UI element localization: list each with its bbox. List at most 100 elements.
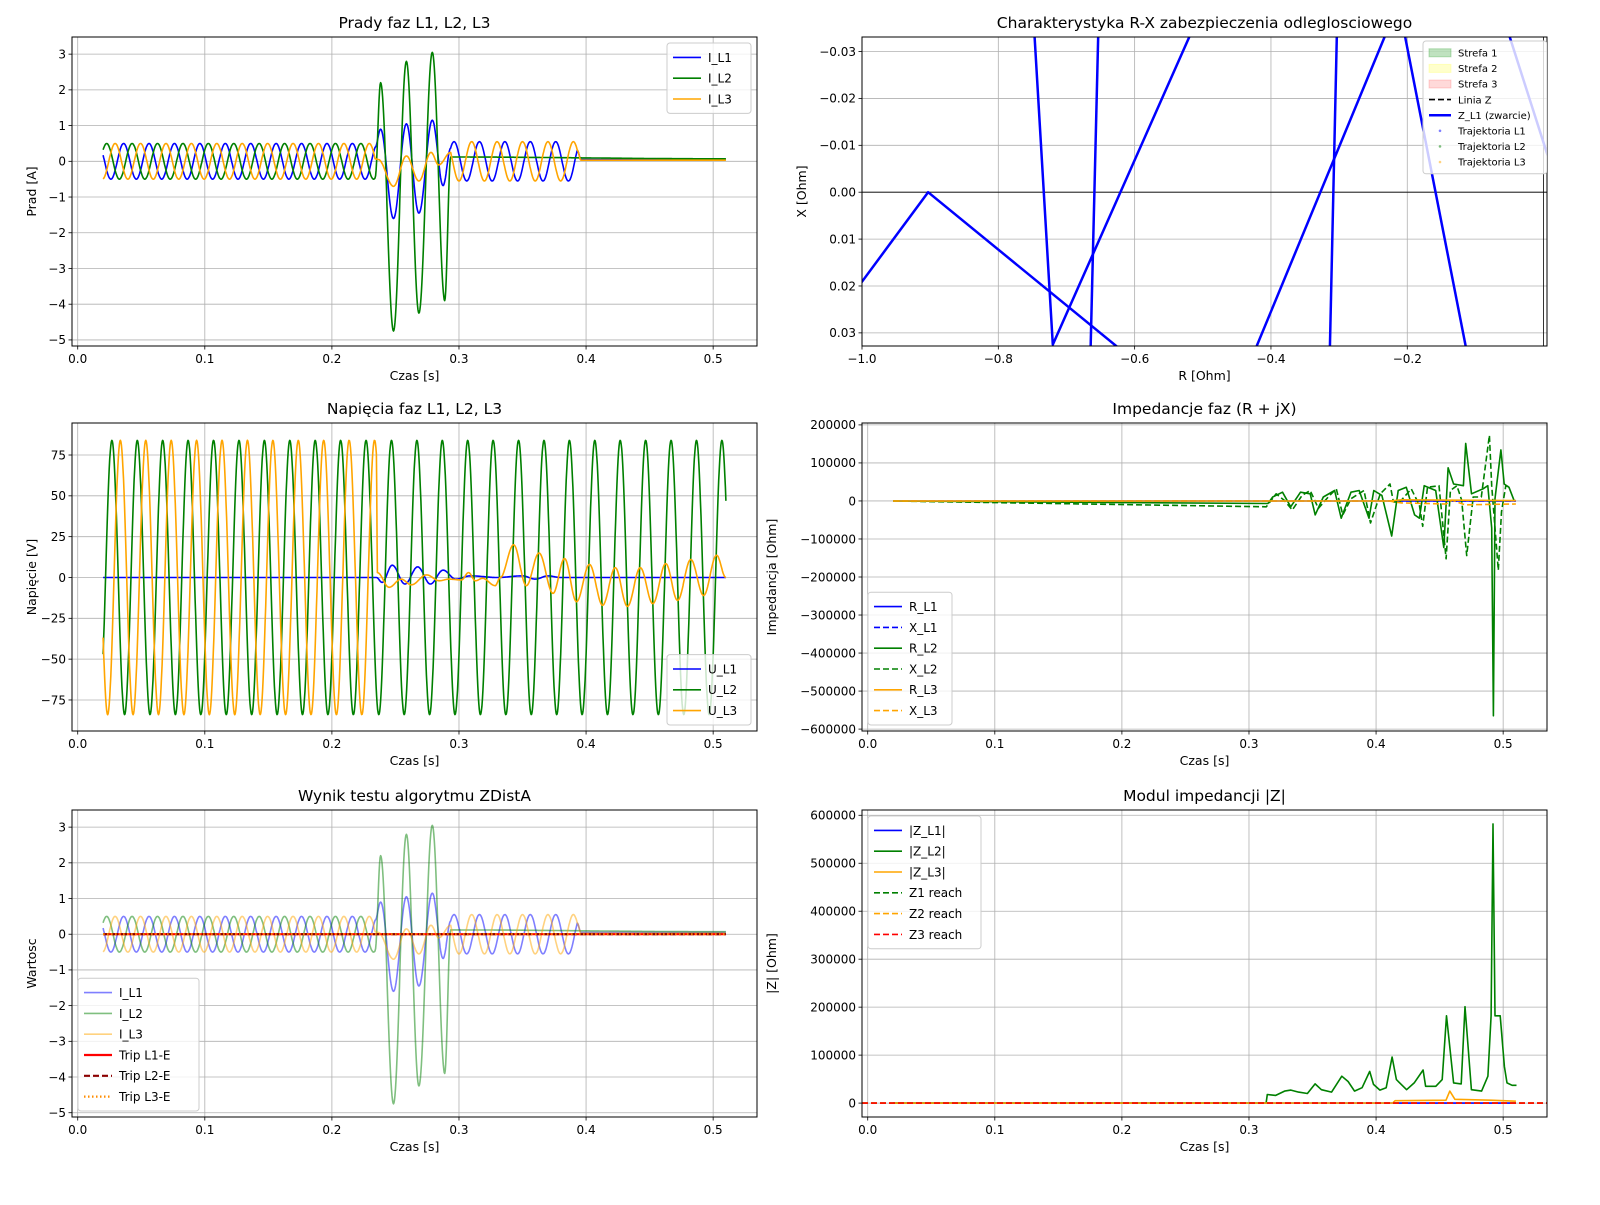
series-line-x-l2 (893, 434, 1511, 572)
legend-handle-trajektoria-l3 (1438, 160, 1442, 164)
series-line-i-l2 (102, 51, 727, 332)
chart-title: Napięcia faz L1, L2, L3 (327, 400, 502, 418)
legend-label: X_L2 (909, 662, 938, 676)
series-line-z-l1-zwarcie- (1033, 37, 1191, 346)
x-tick-label: 0.0 (858, 1123, 877, 1137)
x-tick-label: 0.2 (322, 737, 341, 751)
x-tick-label: 0.2 (322, 1123, 341, 1137)
y-tick-label: −2 (48, 999, 66, 1013)
x-tick-label: −0.8 (984, 352, 1013, 366)
y-tick-label: 0.02 (829, 279, 856, 293)
legend: |Z_L1| |Z_L2| |Z_L3| Z1 reach Z2 reach Z3 rea… (867, 815, 982, 950)
y-tick-label: −50 (41, 652, 66, 666)
series-group (893, 434, 1516, 717)
legend-label: |Z_L2| (909, 845, 946, 859)
series-line-r-l2 (893, 442, 1515, 717)
legend-label: Strefa 2 (1458, 64, 1498, 75)
y-tick-label: 3 (58, 47, 66, 61)
x-tick-label: 0.1 (985, 737, 1004, 751)
y-tick-label: 200000 (810, 1000, 856, 1014)
y-tick-label: −4 (48, 1070, 66, 1084)
x-tick-label: 0.5 (704, 737, 723, 751)
y-tick-label: −1 (48, 190, 66, 204)
legend-label: I_L2 (119, 1007, 143, 1021)
y-axis-label: Impedancja [Ohm] (764, 519, 779, 636)
y-tick-label: −300000 (800, 608, 856, 622)
legend-handle-strefa-3 (1428, 79, 1452, 89)
axes-frame (71, 809, 758, 1118)
x-axis-label: Czas [s] (1180, 1139, 1230, 1154)
legend-handle-trajektoria-l2 (1438, 145, 1442, 148)
chart-title: Impedancje faz (R + jX) (1112, 400, 1296, 418)
legend-box (666, 654, 752, 726)
y-tick-label: 300000 (810, 952, 856, 966)
chart-title: Wynik testu algorytmu ZDistA (298, 787, 531, 805)
legend-label: U_L1 (708, 662, 737, 676)
legend-box (666, 42, 752, 114)
x-axis-label: Czas [s] (390, 1139, 440, 1154)
legend-label: Linia Z (1458, 95, 1492, 106)
legend-label: Z_L1 (zwarcie) (1458, 111, 1531, 122)
y-tick-label: 0 (58, 571, 66, 585)
y-tick-label: 50 (51, 489, 66, 503)
series-line-i-l2 (102, 824, 727, 1105)
legend: Strefa 1 Strefa 2 Strefa 3 Linia Z Z_L1 (zwa… (1422, 40, 1547, 175)
legend-label: R_L2 (909, 642, 938, 656)
series-line-z-l1-zwarcie- (1089, 37, 1100, 346)
legend-label: Strefa 3 (1458, 80, 1498, 91)
x-tick-label: 0.5 (704, 1123, 723, 1137)
subplot-0: 0.0 0.1 0.2 0.3 0.4 0.5 −5 −4 −3 −2 −1 0 1 2 3 Prady fa… (24, 14, 758, 383)
legend-label: Z2 reach (909, 907, 962, 921)
series-line--z-l2- (893, 823, 1517, 1104)
y-tick-label: 1 (58, 892, 66, 906)
y-tick-label: −0.02 (819, 92, 856, 106)
legend-box (1422, 40, 1547, 175)
legend-label: |Z_L1| (909, 824, 946, 838)
x-tick-label: 0.5 (1494, 737, 1513, 751)
x-tick-label: 0.5 (1494, 1123, 1513, 1137)
legend-label: I_L1 (708, 51, 732, 65)
legend-label: Trajektoria L2 (1457, 142, 1526, 153)
legend-box (867, 591, 953, 726)
x-tick-label: 0.4 (1367, 1123, 1386, 1137)
y-axis-label: Napięcie [V] (24, 539, 39, 615)
x-tick-label: 0.4 (577, 1123, 596, 1137)
legend-label: I_L3 (119, 1028, 143, 1042)
x-tick-label: −0.4 (1256, 352, 1285, 366)
series-line-z-l1-zwarcie- (1328, 37, 1339, 346)
legend: R_L1 X_L1 R_L2 X_L2 R_L3 X_L3 (867, 591, 953, 726)
y-tick-label: 0.01 (829, 232, 856, 246)
x-axis-label: Czas [s] (390, 753, 440, 768)
series-group (102, 51, 727, 332)
x-tick-label: 0.3 (1239, 737, 1258, 751)
x-tick-label: 0.5 (704, 352, 723, 366)
legend-label: X_L1 (909, 621, 938, 635)
y-tick-label: 400000 (810, 905, 856, 919)
x-tick-label: 0.3 (449, 737, 468, 751)
legend-label: Z1 reach (909, 886, 962, 900)
y-tick-label: −100000 (800, 532, 856, 546)
y-tick-label: −500000 (800, 684, 856, 698)
x-axis-label: Czas [s] (1180, 753, 1230, 768)
legend-label: Trip L3-E (118, 1090, 171, 1104)
x-tick-label: 0.1 (985, 1123, 1004, 1137)
series-line-x-l3 (893, 499, 1516, 506)
y-tick-label: −4 (48, 298, 66, 312)
y-axis-label: |Z| [Ohm] (764, 933, 779, 994)
x-tick-label: 0.4 (1367, 737, 1386, 751)
x-tick-label: 0.1 (195, 1123, 214, 1137)
legend: U_L1 U_L2 U_L3 (666, 654, 752, 726)
x-tick-label: 0.1 (195, 737, 214, 751)
y-tick-label: 1 (58, 119, 66, 133)
chart-title: Charakterystyka R-X zabezpieczenia odleg… (997, 14, 1412, 32)
subplot-1: −1.0 −0.8 −0.6 −0.4 −0.2 −0.03 −0.02 −0.01 0.00 0… (794, 14, 1548, 383)
y-tick-label: −5 (48, 1106, 66, 1120)
y-tick-label: 25 (51, 530, 66, 544)
x-tick-label: 0.0 (858, 737, 877, 751)
legend-label: Trajektoria L3 (1457, 158, 1526, 169)
series-line-z-l1-zwarcie- (1255, 37, 1386, 346)
y-tick-label: 0.00 (829, 186, 856, 200)
chart-title: Modul impedancji |Z| (1123, 787, 1286, 805)
x-tick-label: 0.3 (449, 352, 468, 366)
